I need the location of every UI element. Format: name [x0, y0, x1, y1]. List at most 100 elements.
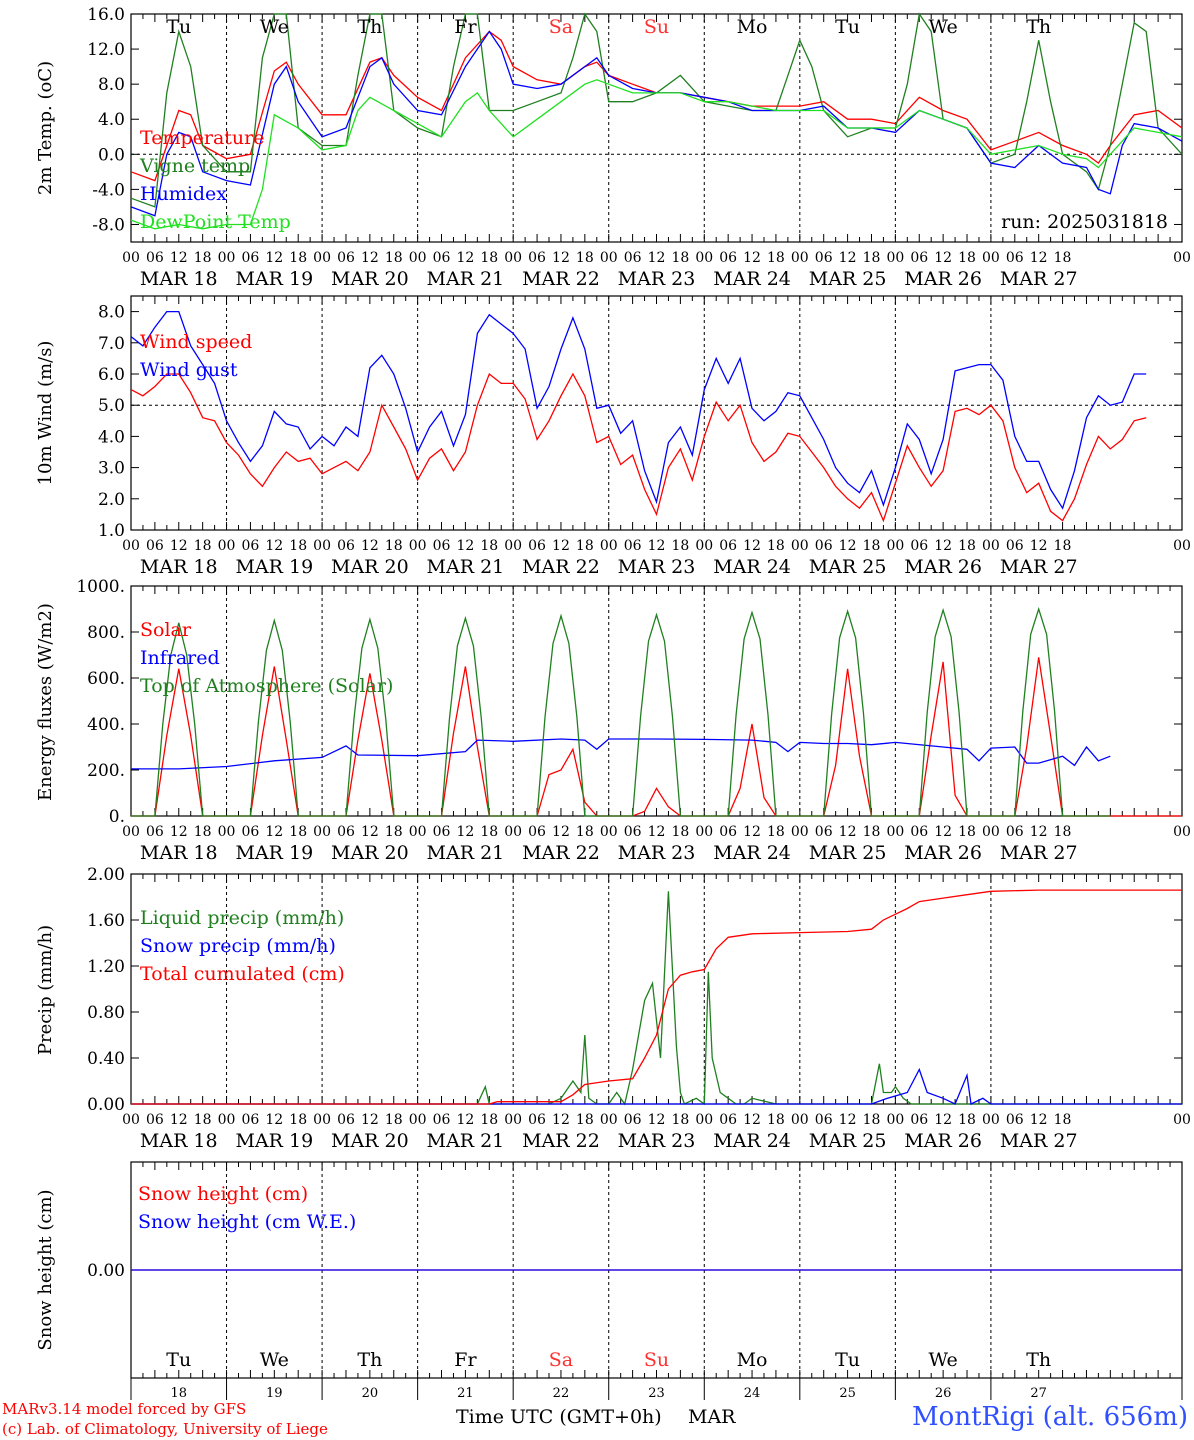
- hour-tick-label: 06: [910, 1112, 928, 1128]
- day-number: 23: [648, 1386, 665, 1401]
- hour-tick-label: 00: [218, 250, 236, 266]
- hour-tick-label: 00: [982, 250, 1000, 266]
- y-tick-label: 16.0: [87, 5, 125, 25]
- date-label: MAR 24: [713, 1130, 791, 1152]
- series-line: [131, 738, 1111, 770]
- hour-tick-label: 18: [958, 824, 976, 840]
- y-tick-label: 1.60: [87, 911, 125, 931]
- weekday-label: Tu: [166, 16, 191, 38]
- y-tick-label: 0.00: [87, 1095, 125, 1115]
- series-line: [130, 310, 1147, 510]
- credit-lab: (c) Lab. of Climatology, University of L…: [2, 1420, 328, 1438]
- hour-tick-label: 00: [409, 538, 427, 554]
- y-tick-label: 2.00: [87, 865, 125, 885]
- legend-entry: Snow height (cm): [138, 1183, 308, 1205]
- hour-tick-label: 12: [743, 538, 761, 554]
- hour-tick-label: 18: [194, 824, 212, 840]
- series-line: [130, 30, 1183, 217]
- legend-entry: Snow height (cm W.E.): [138, 1211, 356, 1233]
- hour-tick-label: 18: [289, 824, 307, 840]
- hour-tick-label: 18: [576, 1112, 594, 1128]
- hour-tick-label: 12: [552, 250, 570, 266]
- y-axis-label: 10m Wind (m/s): [35, 341, 56, 486]
- weekday-label: Th: [357, 16, 382, 38]
- y-tick-label: 4.0: [98, 427, 125, 447]
- hour-tick-label: 06: [528, 538, 546, 554]
- weekday-label: We: [260, 16, 289, 38]
- hour-tick-label: 06: [624, 1112, 642, 1128]
- weekday-label: Th: [1026, 16, 1051, 38]
- y-tick-label: 1000.: [76, 577, 125, 597]
- x-axis-month: MAR: [688, 1406, 736, 1428]
- weekday-label: We: [929, 16, 958, 38]
- hour-tick-label: 06: [242, 824, 260, 840]
- hour-tick-label: 12: [552, 824, 570, 840]
- hour-tick-label: 18: [863, 824, 881, 840]
- series-line: [131, 606, 1111, 817]
- legend-entry: Wind speed: [140, 331, 252, 353]
- hour-tick-label: 00: [1173, 250, 1191, 266]
- hour-tick-label: 06: [242, 538, 260, 554]
- y-tick-label: 600.: [87, 669, 125, 689]
- hour-tick-label: 00: [791, 250, 809, 266]
- hour-tick-label: 12: [743, 1112, 761, 1128]
- date-label: MAR 18: [140, 842, 218, 864]
- hour-tick-label: 00: [218, 538, 236, 554]
- hour-tick-label: 06: [719, 824, 737, 840]
- series-line: [130, 12, 1183, 208]
- hour-tick-label: 12: [361, 824, 379, 840]
- hour-tick-label: 18: [480, 1112, 498, 1128]
- hour-tick-label: 00: [409, 1112, 427, 1128]
- day-number: 24: [744, 1386, 761, 1401]
- weekday-label: Th: [357, 1349, 382, 1371]
- hour-tick-label: 18: [1054, 538, 1072, 554]
- date-label: MAR 21: [427, 1130, 505, 1152]
- y-tick-label: 12.0: [87, 40, 125, 60]
- series-line: [131, 1067, 1182, 1105]
- legend-entry: Infrared: [140, 647, 220, 669]
- hour-tick-label: 12: [839, 250, 857, 266]
- hour-tick-label: 00: [218, 824, 236, 840]
- date-label: MAR 25: [809, 842, 887, 864]
- hour-tick-label: 00: [791, 1112, 809, 1128]
- hour-tick-label: 18: [767, 250, 785, 266]
- hour-tick-label: 06: [815, 1112, 833, 1128]
- hour-tick-label: 06: [146, 824, 164, 840]
- x-axis-title: Time UTC (GMT+0h): [456, 1406, 662, 1428]
- hour-tick-label: 18: [385, 1112, 403, 1128]
- hour-tick-label: 06: [528, 824, 546, 840]
- hour-tick-label: 18: [671, 538, 689, 554]
- hour-tick-label: 00: [409, 250, 427, 266]
- hour-tick-label: 00: [982, 824, 1000, 840]
- hour-tick-label: 00: [886, 824, 904, 840]
- hour-tick-label: 12: [934, 824, 952, 840]
- date-label: MAR 27: [1000, 842, 1078, 864]
- hour-tick-label: 06: [719, 1112, 737, 1128]
- hour-tick-label: 12: [456, 1112, 474, 1128]
- hour-tick-label: 12: [1030, 824, 1048, 840]
- hour-tick-label: 00: [504, 824, 522, 840]
- hour-tick-label: 00: [122, 538, 140, 554]
- hour-tick-label: 12: [839, 538, 857, 554]
- date-label: MAR 24: [713, 556, 791, 578]
- hour-tick-label: 18: [1054, 250, 1072, 266]
- legend-entry: Solar: [140, 619, 192, 641]
- hour-tick-label: 06: [624, 250, 642, 266]
- date-label: MAR 26: [904, 556, 982, 578]
- weekday-label: Fr: [454, 16, 477, 38]
- hour-tick-label: 12: [265, 824, 283, 840]
- hour-tick-label: 06: [910, 250, 928, 266]
- date-label: MAR 20: [331, 268, 409, 290]
- hour-tick-label: 06: [528, 250, 546, 266]
- y-axis-label: Snow height (cm): [35, 1189, 56, 1350]
- date-label: MAR 21: [427, 842, 505, 864]
- y-tick-label: 0.: [109, 807, 125, 827]
- legend-entry: Temperature: [140, 127, 264, 149]
- hour-tick-label: 00: [600, 538, 618, 554]
- hour-tick-label: 06: [1006, 1112, 1024, 1128]
- hour-tick-label: 00: [504, 250, 522, 266]
- legend-entry: Vigne temp: [139, 155, 250, 177]
- date-label: MAR 25: [809, 556, 887, 578]
- hour-tick-label: 06: [433, 824, 451, 840]
